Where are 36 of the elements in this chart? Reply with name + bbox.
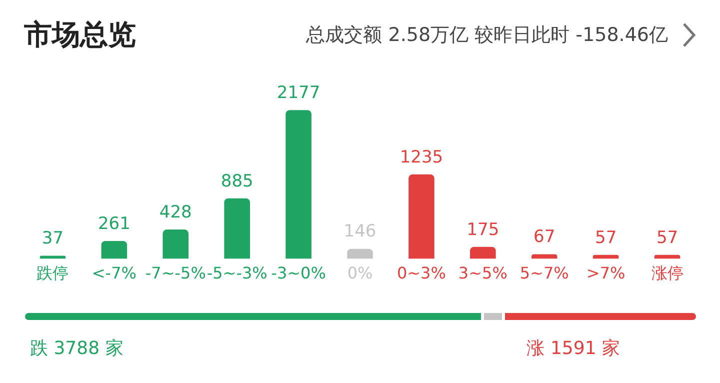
text: 涨 1591 家 <box>526 337 620 360</box>
bar <box>654 254 680 259</box>
data-label: 175 <box>466 220 500 240</box>
data-label: 57 <box>656 228 678 248</box>
data-label: 885 <box>220 171 254 192</box>
x-tick-label: 0% <box>347 264 373 283</box>
data-label: 57 <box>595 228 617 248</box>
bar <box>162 230 189 259</box>
bar <box>470 246 496 259</box>
x-tick-label: -3~0% <box>271 264 326 283</box>
x-tick-label: -7~-5% <box>145 264 206 283</box>
x-tick-label: <-7% <box>92 264 136 283</box>
data-label: 2177 <box>276 82 320 103</box>
bar <box>286 110 312 259</box>
data-label: 146 <box>344 222 376 242</box>
bar <box>408 174 434 259</box>
x-tick-label: 3~5% <box>458 264 508 283</box>
x-tick-label: 涨停 <box>651 264 684 283</box>
data-label: 1235 <box>400 147 444 168</box>
data-label: 37 <box>42 228 64 249</box>
bar <box>592 254 619 259</box>
chart-title: 市场总览 <box>24 17 136 53</box>
x-tick-label: 5~7% <box>520 264 569 283</box>
chart-subtitle: 总成交额 2.58万亿 较昨日此时 -158.46亿 <box>306 23 668 48</box>
x-tick-label: >7% <box>586 264 626 283</box>
text: 跌 3788 家 <box>30 337 124 360</box>
bar <box>224 198 250 259</box>
bar <box>347 248 373 259</box>
data-label: 67 <box>534 227 556 248</box>
x-tick-label: 跌停 <box>36 264 69 283</box>
bar <box>531 254 558 259</box>
data-label: 428 <box>159 202 192 222</box>
x-tick-label: 0~3% <box>396 264 446 283</box>
bar <box>101 240 128 259</box>
x-tick-label: -5~-3% <box>206 264 268 283</box>
data-label: 261 <box>98 214 130 234</box>
